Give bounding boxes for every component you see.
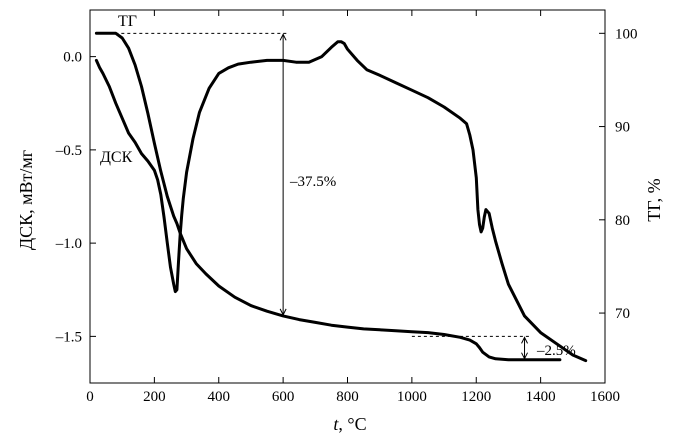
xlabel-variable: t (333, 414, 339, 434)
y-right-tick-label: 90 (615, 120, 630, 136)
x-tick-label: 800 (336, 389, 359, 405)
y-right-tick-label: 100 (615, 26, 638, 42)
arrowhead-up (279, 33, 287, 41)
x-tick-label: 1000 (397, 389, 427, 405)
x-axis: 0 200 400 600 800 1000 1200 1400 1600 (86, 10, 620, 405)
arrowhead-up (521, 336, 528, 344)
annotation-mass-loss-2: –2.5% (536, 343, 576, 359)
x-tick-label: 1600 (590, 389, 620, 405)
x-tick-label: 400 (208, 389, 231, 405)
arrowhead-down (279, 308, 287, 316)
series-layer (94, 31, 588, 363)
y-left-tick-label: –0.5 (55, 143, 82, 159)
y-right-tick-label: 70 (615, 306, 630, 322)
annotation-layer (109, 32, 531, 360)
y-right-tick-label: 80 (615, 213, 630, 229)
y-axis-left: 0.0 –0.5 –1.0 –1.5 (55, 50, 96, 345)
xlabel-unit: , °C (338, 414, 366, 434)
x-tick-label: 1400 (526, 389, 556, 405)
y-left-tick-label: –1.5 (55, 329, 82, 345)
x-tick-label: 1200 (461, 389, 491, 405)
series-label-tg: ТГ (118, 13, 137, 30)
x-tick-label: 600 (272, 389, 295, 405)
dsc-curve (94, 40, 588, 363)
ylabel-right: ТГ, % (644, 178, 664, 221)
series-label-dsc: ДСК (100, 149, 133, 166)
y-left-tick-label: 0.0 (63, 50, 82, 66)
tg-curve (94, 31, 562, 362)
y-axis-right: 100 90 80 70 (599, 26, 638, 322)
xlabel: t, °C (333, 414, 366, 434)
ylabel-left: ДСК, мВт/мг (16, 150, 36, 250)
arrowhead-down (521, 352, 528, 360)
annotation-mass-loss-1: –37.5% (289, 174, 336, 190)
x-tick-label: 0 (86, 389, 94, 405)
x-tick-label: 200 (143, 389, 166, 405)
y-left-tick-label: –1.0 (55, 236, 82, 252)
